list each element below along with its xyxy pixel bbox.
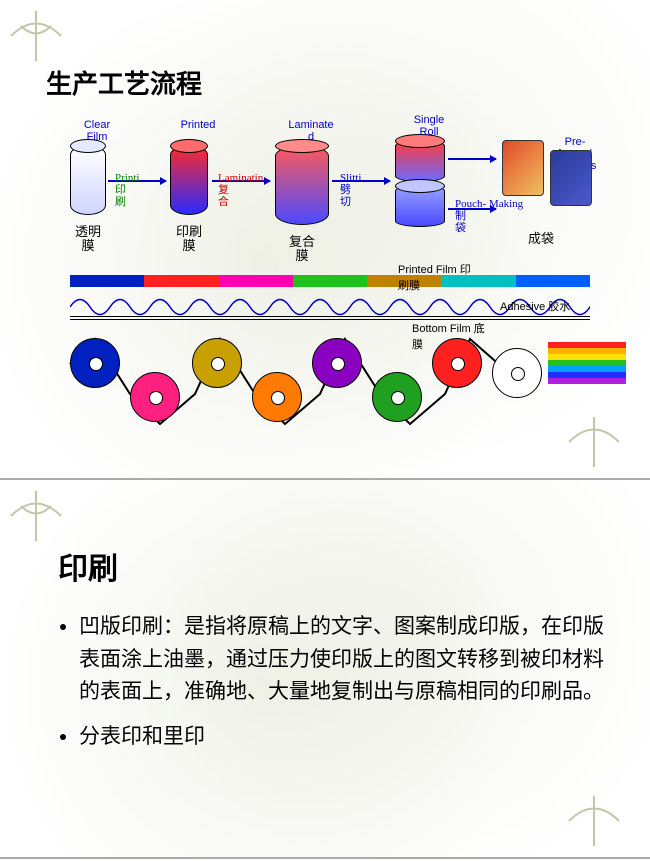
flourish-top-left [6, 6, 86, 66]
arrow-3 [448, 158, 496, 160]
slide2-title: 印刷 [58, 544, 118, 588]
stage-label-cn-clear: 透明膜 [64, 225, 112, 254]
ink-roller-7 [492, 348, 542, 398]
process-label-slitting: Slitti劈切 [340, 172, 361, 208]
stage-label-cn-laminated: 复合膜 [269, 235, 335, 264]
cylinder-single [395, 140, 445, 182]
printed-film-bar [70, 275, 590, 287]
bullet-item-1: 分表印和里印 [79, 720, 610, 753]
adhesive-label: Adhesive 胶水 [500, 298, 570, 314]
ink-roller-2 [192, 338, 242, 388]
stage-label-en-clear: ClearFilm [64, 119, 130, 143]
stage-label-cn-printed: 印刷膜 [164, 225, 214, 254]
slide-printing: 印刷 凹版印刷：是指将原稿上的文字、图案制成印版，在印版表面涂上油墨，通过压力使… [0, 480, 650, 859]
process-diagram: ClearFilm透明膜Printed印刷膜Laminated复合膜Single… [50, 120, 620, 460]
printed-film-label: Printed Film 印刷膜 [398, 261, 471, 293]
ink-roller-1 [130, 372, 180, 422]
pouch-1 [550, 150, 592, 206]
ink-roller-6 [432, 338, 482, 388]
process-label-printing: Printi印刷 [115, 172, 139, 208]
slide1-title: 生产工艺流程 [46, 64, 202, 101]
slide-process-flow: 生产工艺流程 ClearFilm 透明膜 Printed 印刷膜 Laminated 复合… [0, 0, 650, 480]
ink-roller-3 [252, 372, 302, 422]
stage-label-en-single: SingleRoll [389, 114, 469, 138]
bottom-film-line [70, 316, 590, 320]
process-label-laminating: Laminatin复合 [218, 172, 263, 208]
bullet-list: 凹版印刷：是指将原稿上的文字、图案制成印版，在印版表面涂上油墨，通过压力使印版上… [55, 610, 610, 764]
cylinder-single2 [395, 185, 445, 227]
cylinder-laminated [275, 145, 329, 225]
cylinder-printed [170, 145, 208, 215]
pouches-label-cn: 成袋 [528, 232, 554, 246]
ink-roller-5 [372, 372, 422, 422]
flourish-bottom-right-2 [564, 791, 644, 851]
flourish-top-left-2 [6, 486, 86, 546]
bullet-item-0: 凹版印刷：是指将原稿上的文字、图案制成印版，在印版表面涂上油墨，通过压力使印版上… [79, 610, 610, 708]
ink-roller-0 [70, 338, 120, 388]
pouch-0 [502, 140, 544, 196]
output-stripes [548, 342, 626, 384]
stage-label-en-laminated: Laminated [269, 119, 353, 143]
process-label-pouchmaking: Pouch- Making制袋 [455, 198, 523, 234]
stage-label-en-printed: Printed [164, 119, 232, 131]
cylinder-clear [70, 145, 106, 215]
ink-roller-4 [312, 338, 362, 388]
